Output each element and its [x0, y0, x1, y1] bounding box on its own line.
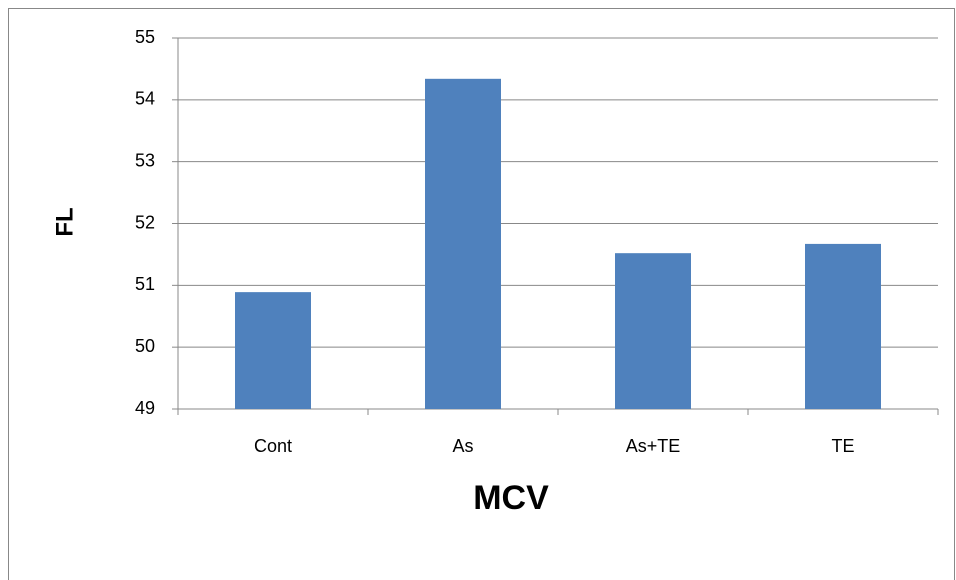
bar — [615, 253, 691, 409]
y-tick-label: 49 — [135, 398, 155, 418]
x-tick-label: As — [452, 436, 473, 456]
bar — [425, 78, 501, 409]
y-tick-label: 52 — [135, 212, 155, 232]
y-tick-label: 55 — [135, 27, 155, 47]
y-tick-label: 54 — [135, 89, 155, 109]
x-tick-label: Cont — [254, 436, 292, 456]
x-axis-label: MCV — [473, 479, 549, 517]
bar — [235, 292, 311, 409]
y-tick-label: 51 — [135, 274, 155, 294]
bar — [805, 243, 881, 409]
x-tick-label: TE — [831, 436, 854, 456]
x-tick-label: As+TE — [626, 436, 681, 456]
y-tick-label: 50 — [135, 336, 155, 356]
y-axis-label: FL — [51, 207, 78, 236]
y-tick-label: 53 — [135, 150, 155, 170]
